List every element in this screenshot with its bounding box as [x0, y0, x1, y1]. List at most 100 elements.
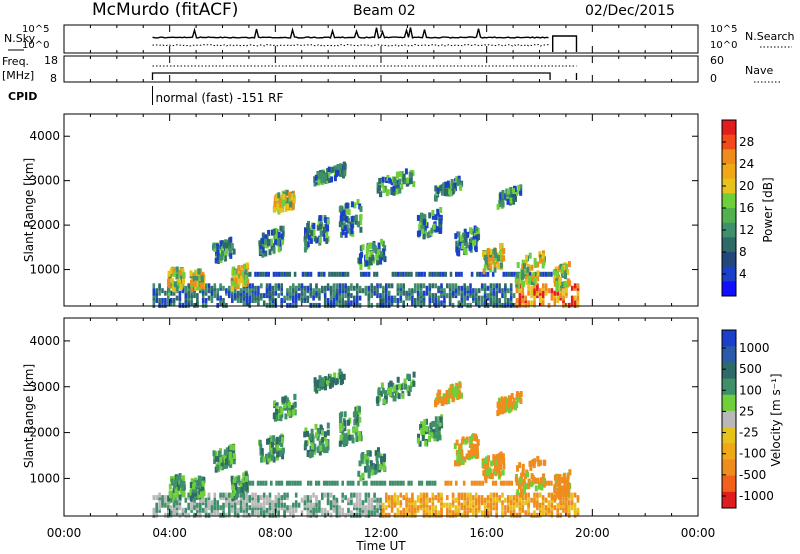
data-cell — [528, 271, 532, 277]
data-cell — [306, 430, 309, 437]
data-cell — [237, 278, 241, 285]
data-cell — [193, 302, 196, 308]
data-cell — [329, 295, 333, 301]
data-cell — [561, 486, 565, 493]
data-cell — [313, 448, 317, 455]
data-cell — [512, 505, 516, 511]
data-cell — [396, 271, 400, 277]
data-cell — [301, 271, 305, 277]
data-cell — [341, 377, 344, 384]
data-cell — [289, 285, 292, 291]
data-cell — [416, 290, 420, 296]
data-cell — [262, 300, 266, 306]
data-cell — [555, 285, 559, 292]
data-cell — [478, 271, 482, 277]
data-cell — [291, 480, 294, 486]
data-cell — [265, 453, 268, 460]
data-cell — [495, 507, 498, 513]
data-cell — [358, 285, 362, 291]
data-cell — [434, 505, 437, 511]
data-cell — [274, 232, 278, 239]
data-cell — [268, 283, 272, 289]
data-cell — [164, 495, 167, 501]
data-cell — [387, 497, 391, 503]
data-cell — [315, 302, 318, 308]
data-cell — [550, 497, 554, 503]
data-cell — [391, 480, 395, 486]
data-cell — [536, 512, 539, 518]
data-cell — [428, 510, 432, 516]
data-cell — [214, 466, 218, 473]
data-cell — [355, 290, 359, 296]
data-cell — [378, 480, 381, 486]
data-cell — [361, 500, 365, 506]
data-cell — [375, 455, 379, 462]
data-cell — [365, 254, 368, 261]
data-cell — [486, 510, 490, 516]
data-cell — [216, 302, 219, 308]
data-cell — [314, 174, 318, 181]
data-cell — [274, 290, 278, 296]
data-cell — [285, 397, 289, 404]
data-cell — [333, 372, 337, 379]
time-xlabel: Time UT — [355, 539, 406, 553]
data-cell — [472, 236, 476, 242]
data-cell — [344, 231, 348, 238]
data-cell — [201, 302, 205, 308]
data-cell — [469, 243, 473, 249]
data-cell — [422, 425, 426, 432]
data-cell — [327, 177, 331, 183]
data-cell — [196, 298, 199, 303]
data-cell — [388, 177, 392, 184]
data-cell — [510, 393, 514, 399]
data-cell — [359, 226, 363, 233]
data-cell — [392, 185, 396, 192]
data-cell — [216, 288, 219, 294]
freq-label: Freq. — [2, 55, 29, 68]
data-cell — [358, 492, 362, 498]
data-cell — [448, 283, 452, 289]
data-cell — [419, 290, 423, 296]
data-cell — [280, 441, 284, 448]
data-cell — [512, 293, 516, 299]
data-cell — [530, 497, 533, 503]
data-cell — [425, 285, 429, 291]
data-cell — [196, 507, 199, 513]
data-cell — [158, 290, 161, 296]
data-cell — [501, 302, 504, 308]
data-cell — [175, 266, 179, 273]
data-cell — [428, 302, 432, 308]
data-cell — [492, 290, 496, 296]
velocity-ytick-label: 2000 — [29, 426, 60, 440]
data-cell — [377, 242, 381, 249]
data-cell — [376, 497, 379, 503]
data-cell — [229, 444, 233, 451]
data-cell — [457, 492, 461, 498]
data-cell — [315, 237, 319, 244]
data-cell — [390, 505, 394, 511]
data-cell — [536, 261, 540, 268]
data-cell — [505, 271, 508, 277]
data-cell — [451, 283, 455, 289]
data-cell — [319, 230, 323, 237]
data-cell — [213, 458, 217, 464]
data-cell — [347, 429, 351, 436]
data-cell — [350, 510, 353, 516]
data-cell — [257, 502, 260, 508]
data-cell — [451, 500, 455, 506]
data-cell — [204, 302, 208, 308]
data-cell — [460, 392, 463, 399]
data-cell — [502, 405, 506, 412]
data-cell — [241, 482, 245, 489]
power-colorbar-tick-label: 16 — [739, 201, 754, 215]
data-cell — [309, 290, 312, 296]
data-cell — [347, 497, 350, 503]
data-cell — [229, 461, 233, 468]
data-cell — [515, 497, 519, 503]
data-cell — [527, 479, 531, 485]
velocity-colorbar-tick-label: 100 — [739, 383, 762, 397]
data-cell — [239, 298, 243, 303]
data-cell — [428, 505, 432, 511]
data-cell — [294, 285, 298, 291]
data-cell — [277, 192, 281, 199]
